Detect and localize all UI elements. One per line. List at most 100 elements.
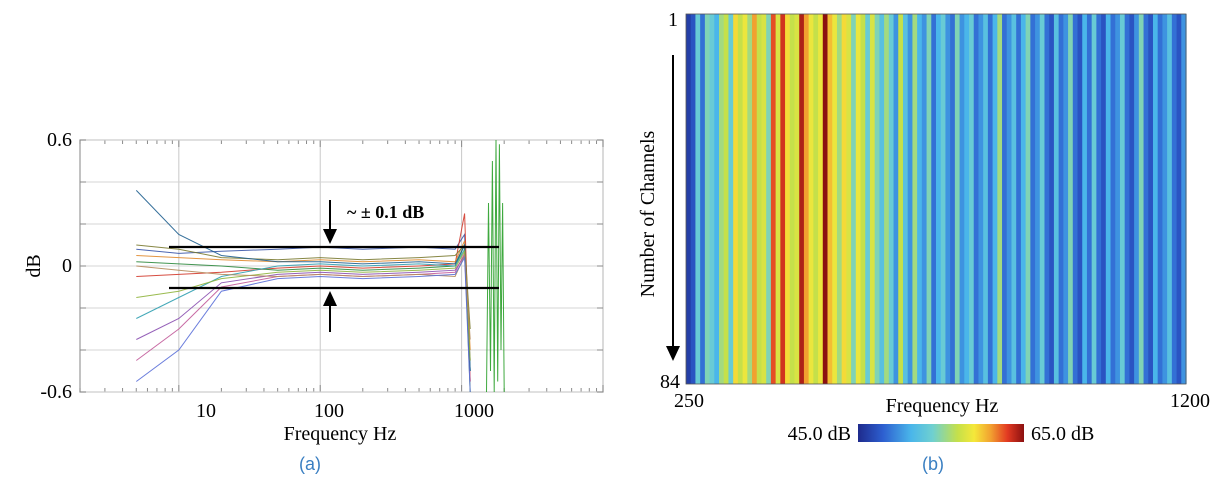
heatmap-column (1016, 14, 1022, 384)
y-axis-label-a: dB (23, 254, 45, 277)
y-axis-label-b: Number of Channels (637, 130, 659, 297)
heatmap-column (931, 14, 937, 384)
up-arrow (323, 291, 337, 332)
heatmap-column (1105, 14, 1112, 384)
heatmap-column (1011, 14, 1017, 384)
series-line-5 (136, 240, 471, 351)
heatmap-column (954, 14, 961, 384)
heatmap-column (917, 14, 923, 384)
y-tick-label-top: 1 (668, 9, 678, 31)
heatmap-column (940, 14, 947, 384)
heatmap-column (1068, 14, 1074, 384)
heatmap-column (822, 14, 829, 384)
heatmap-column (1035, 14, 1041, 384)
heatmap-column (1091, 14, 1097, 384)
series-line-13 (486, 139, 505, 393)
heatmap-column (686, 14, 692, 384)
heatmap-column (756, 14, 763, 384)
x-axis-label-b: Frequency Hz (886, 395, 999, 417)
y-tick-label: 0.6 (47, 129, 72, 151)
heatmap-column (1129, 14, 1135, 384)
x-tick-label: 10 (196, 400, 216, 422)
channels-arrow (666, 55, 680, 361)
heatmap-column (846, 14, 852, 384)
heatmap-column (1049, 14, 1055, 384)
heatmap-column (1025, 14, 1031, 384)
heatmap-column (950, 14, 956, 384)
heatmap-column (1082, 14, 1088, 384)
heatmap-column (964, 14, 970, 384)
heatmap-column (1110, 14, 1116, 384)
heatmap-column (766, 14, 772, 384)
heatmap-column (714, 14, 720, 384)
x-axis-label-a: Frequency Hz (284, 423, 397, 445)
heatmap-column (888, 14, 895, 384)
heatmap-column (1167, 14, 1173, 384)
heatmap-column (737, 14, 744, 384)
heatmap-column (1181, 14, 1187, 384)
heatmap-column (841, 14, 847, 384)
heatmap-column (836, 14, 843, 384)
heatmap-column (728, 14, 734, 384)
heatmap-column (775, 14, 781, 384)
heatmap-column (752, 14, 758, 384)
heatmap-column (1002, 14, 1008, 384)
heatmap-column (1096, 14, 1102, 384)
heatmap-column (884, 14, 890, 384)
heatmap-column (921, 14, 928, 384)
heatmap-column (704, 14, 711, 384)
heatmap-column (1134, 14, 1140, 384)
heatmap-column (907, 14, 914, 384)
heatmap-column (1162, 14, 1168, 384)
heatmap-column (1053, 14, 1060, 384)
tolerance-annotation: ~ ± 0.1 dB (347, 202, 424, 222)
series-line-7 (136, 243, 471, 330)
down-arrow (323, 200, 337, 244)
heatmap-column (709, 14, 715, 384)
heatmap-column (770, 14, 777, 384)
heatmap-column (1148, 14, 1154, 384)
heatmap-column (1063, 14, 1069, 384)
heatmap-column (936, 14, 942, 384)
heatmap-column (747, 14, 753, 384)
y-tick-label: 0 (62, 255, 72, 277)
heatmap-column (959, 14, 965, 384)
heatmap-column (893, 14, 899, 384)
colorbar-min-label: 45.0 dB (788, 423, 851, 445)
heatmap-column (855, 14, 862, 384)
y-tick-label: -0.6 (40, 381, 72, 403)
plot-a-grid (79, 139, 604, 393)
heatmap-column (1119, 14, 1126, 384)
heatmap-column (1176, 14, 1182, 384)
heatmap-column (1143, 14, 1149, 384)
panel-b: 1 84 Number of Channels 250 1200 Frequen… (637, 9, 1210, 474)
heatmap-column (1039, 14, 1046, 384)
heatmap-column (1115, 14, 1121, 384)
heatmap-column (851, 14, 857, 384)
caption-b: (b) (922, 454, 944, 474)
heatmap-column (719, 14, 725, 384)
heatmap-column (926, 14, 932, 384)
heatmap-column (1077, 14, 1083, 384)
heatmap-column (733, 14, 739, 384)
x-tick-label: 100 (314, 400, 344, 422)
heatmap-column (902, 14, 909, 384)
heatmap-column (818, 14, 824, 384)
heatmap-column (1072, 14, 1079, 384)
heatmap-column (794, 14, 800, 384)
heatmap-column (827, 14, 833, 384)
series-line-1 (136, 232, 471, 372)
heatmap-frame (685, 13, 1187, 385)
heatmap-column (978, 14, 984, 384)
heatmap-column (912, 14, 918, 384)
series-line-9 (135, 190, 471, 372)
heatmap-column (761, 14, 767, 384)
heatmap-column (700, 14, 706, 384)
heatmap-column (1138, 14, 1145, 384)
heatmap-column (983, 14, 989, 384)
plot-a-series (135, 139, 505, 393)
series-line-10 (136, 249, 471, 361)
heatmap-column (865, 14, 871, 384)
heatmap-columns (686, 14, 1187, 384)
